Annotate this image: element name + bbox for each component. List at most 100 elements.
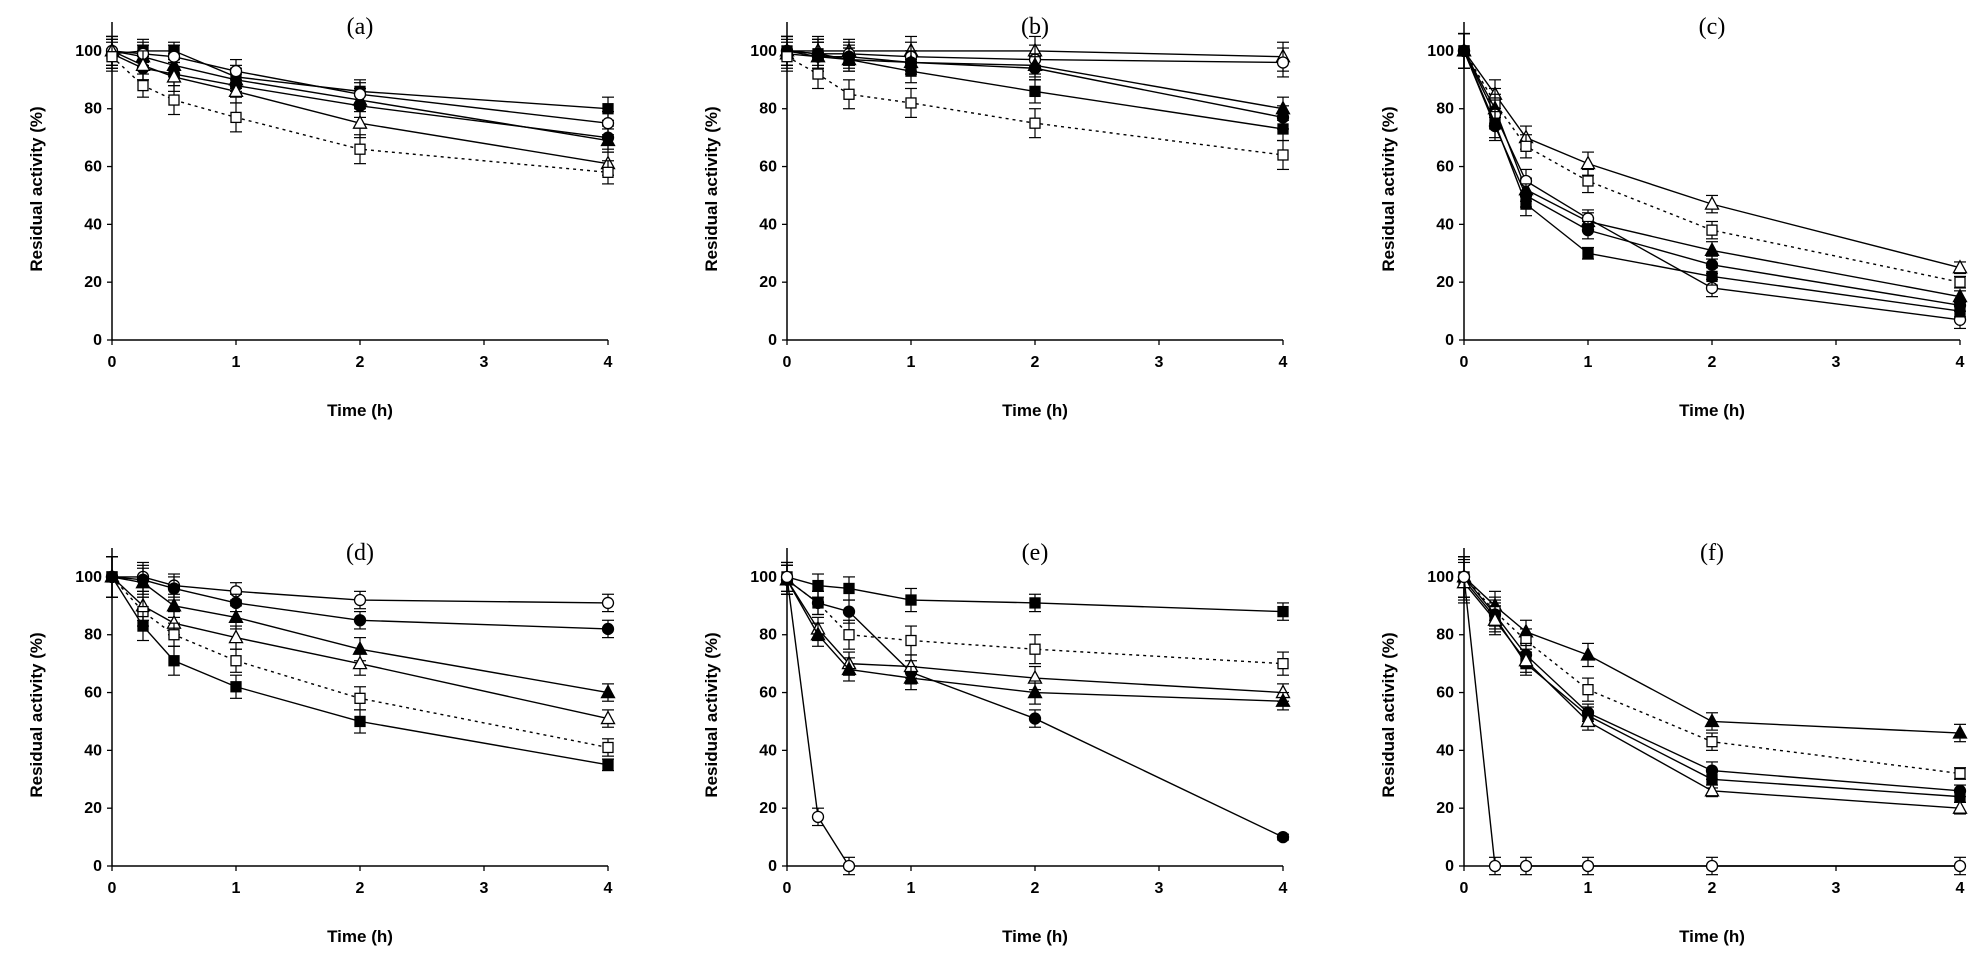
marker-open-triangle bbox=[135, 56, 151, 72]
marker-filled-square bbox=[1520, 198, 1532, 210]
marker-filled-square bbox=[1458, 45, 1470, 57]
series-line-open-circle bbox=[1463, 576, 1960, 867]
x-axis-title: Time (h) bbox=[1679, 927, 1745, 946]
marker-open-circle bbox=[1276, 56, 1290, 69]
marker-filled-square bbox=[1277, 605, 1289, 618]
x-tick-label: 2 bbox=[356, 880, 365, 897]
x-axis-title: Time (h) bbox=[327, 401, 393, 420]
series-line-filled-square bbox=[1463, 50, 1961, 312]
marker-filled-triangle bbox=[600, 132, 616, 147]
x-tick-label: 1 bbox=[1584, 354, 1593, 371]
x-tick-label: 1 bbox=[232, 354, 241, 371]
y-tick-label: 0 bbox=[1445, 858, 1454, 875]
marker-filled-triangle bbox=[903, 669, 919, 684]
marker-open-square bbox=[1277, 149, 1289, 161]
y-tick-label: 40 bbox=[759, 216, 777, 233]
x-axis-title: Time (h) bbox=[327, 927, 393, 946]
marker-filled-circle bbox=[1028, 62, 1042, 75]
x-tick-label: 2 bbox=[1708, 354, 1717, 371]
panel-label: (e) bbox=[1022, 540, 1049, 566]
y-tick-label: 100 bbox=[1427, 43, 1454, 60]
y-tick-label: 100 bbox=[750, 43, 777, 60]
x-tick-label: 3 bbox=[1155, 880, 1164, 897]
marker-filled-triangle bbox=[600, 684, 616, 699]
marker-open-triangle bbox=[1704, 782, 1720, 797]
marker-open-square bbox=[168, 629, 180, 641]
marker-filled-square bbox=[1029, 597, 1041, 609]
x-tick-label: 4 bbox=[604, 880, 613, 897]
marker-filled-square bbox=[106, 571, 118, 583]
y-tick-label: 0 bbox=[768, 858, 777, 875]
series-line-open-square bbox=[111, 576, 609, 749]
y-axis-title: Residual activity (%) bbox=[702, 106, 721, 271]
marker-filled-circle bbox=[1581, 223, 1595, 237]
marker-open-square bbox=[354, 692, 366, 704]
marker-filled-square bbox=[1954, 305, 1966, 317]
marker-filled-circle bbox=[167, 582, 181, 595]
marker-open-triangle bbox=[1704, 195, 1720, 210]
y-tick-label: 40 bbox=[1436, 742, 1454, 759]
x-tick-label: 0 bbox=[783, 880, 792, 897]
y-tick-label: 80 bbox=[84, 101, 102, 118]
marker-open-square bbox=[1582, 175, 1594, 187]
chart-panel-1: 0 20 40 60 80 100 0 1 2 3 4 Time (h) Residual activi… bbox=[702, 14, 1291, 420]
x-tick-label: 4 bbox=[1279, 880, 1288, 897]
marker-open-triangle bbox=[1580, 713, 1596, 728]
y-tick-label: 0 bbox=[1445, 332, 1454, 349]
chart-panel-4: 0 20 40 60 80 100 0 1 2 3 4 Time (h) Residual activi… bbox=[702, 540, 1291, 946]
chart-panel-3: 0 20 40 60 80 100 0 1 2 3 4 Time (h) Residual activi… bbox=[27, 540, 616, 946]
series-line-open-triangle bbox=[786, 579, 1284, 694]
series-line-filled-triangle bbox=[111, 576, 609, 694]
marker-open-square bbox=[1706, 736, 1718, 748]
marker-open-circle bbox=[601, 596, 615, 610]
x-axis-title: Time (h) bbox=[1002, 927, 1068, 946]
y-tick-label: 80 bbox=[759, 101, 777, 118]
x-tick-label: 4 bbox=[1956, 880, 1965, 897]
marker-open-square bbox=[905, 634, 917, 647]
marker-open-square bbox=[812, 68, 824, 80]
x-tick-label: 3 bbox=[480, 354, 489, 371]
marker-filled-square bbox=[1706, 270, 1718, 283]
y-tick-label: 20 bbox=[759, 274, 777, 291]
marker-filled-circle bbox=[1276, 830, 1290, 844]
y-tick-label: 100 bbox=[1427, 569, 1454, 586]
series-line-filled-square bbox=[111, 576, 609, 766]
y-tick-label: 20 bbox=[759, 800, 777, 817]
marker-open-triangle bbox=[352, 114, 368, 129]
series-line-open-triangle bbox=[111, 50, 609, 165]
panel-label: (a) bbox=[347, 14, 374, 40]
marker-open-square bbox=[602, 741, 614, 754]
marker-filled-square bbox=[843, 53, 855, 66]
y-axis-title: Residual activity (%) bbox=[1379, 106, 1398, 271]
y-tick-label: 60 bbox=[759, 159, 777, 176]
marker-filled-triangle bbox=[1580, 646, 1596, 661]
marker-filled-triangle bbox=[1027, 684, 1043, 699]
marker-open-square bbox=[1277, 657, 1289, 670]
series-line-filled-triangle bbox=[786, 579, 1284, 702]
panel-label: (b) bbox=[1021, 14, 1049, 40]
marker-filled-triangle bbox=[1704, 713, 1720, 728]
y-tick-label: 20 bbox=[1436, 274, 1454, 291]
marker-filled-circle bbox=[842, 605, 856, 618]
marker-open-circle bbox=[780, 570, 794, 584]
panel-label: (c) bbox=[1699, 14, 1726, 40]
marker-filled-triangle bbox=[841, 661, 857, 676]
marker-filled-square bbox=[354, 715, 366, 728]
marker-open-square bbox=[137, 79, 149, 92]
marker-filled-square bbox=[1277, 123, 1289, 135]
y-tick-label: 80 bbox=[759, 627, 777, 644]
series-line-filled-circle bbox=[786, 579, 1284, 838]
x-tick-label: 0 bbox=[783, 354, 792, 371]
marker-open-circle bbox=[229, 64, 243, 78]
marker-filled-square bbox=[1582, 247, 1594, 259]
y-tick-label: 60 bbox=[1436, 159, 1454, 176]
y-tick-label: 80 bbox=[1436, 627, 1454, 644]
marker-open-square bbox=[1706, 224, 1718, 236]
y-axis-title: Residual activity (%) bbox=[27, 106, 46, 271]
y-tick-label: 80 bbox=[84, 627, 102, 644]
marker-open-square bbox=[1029, 117, 1041, 129]
marker-filled-triangle bbox=[1952, 724, 1968, 739]
x-tick-label: 4 bbox=[1279, 354, 1288, 371]
marker-filled-square bbox=[905, 594, 917, 606]
